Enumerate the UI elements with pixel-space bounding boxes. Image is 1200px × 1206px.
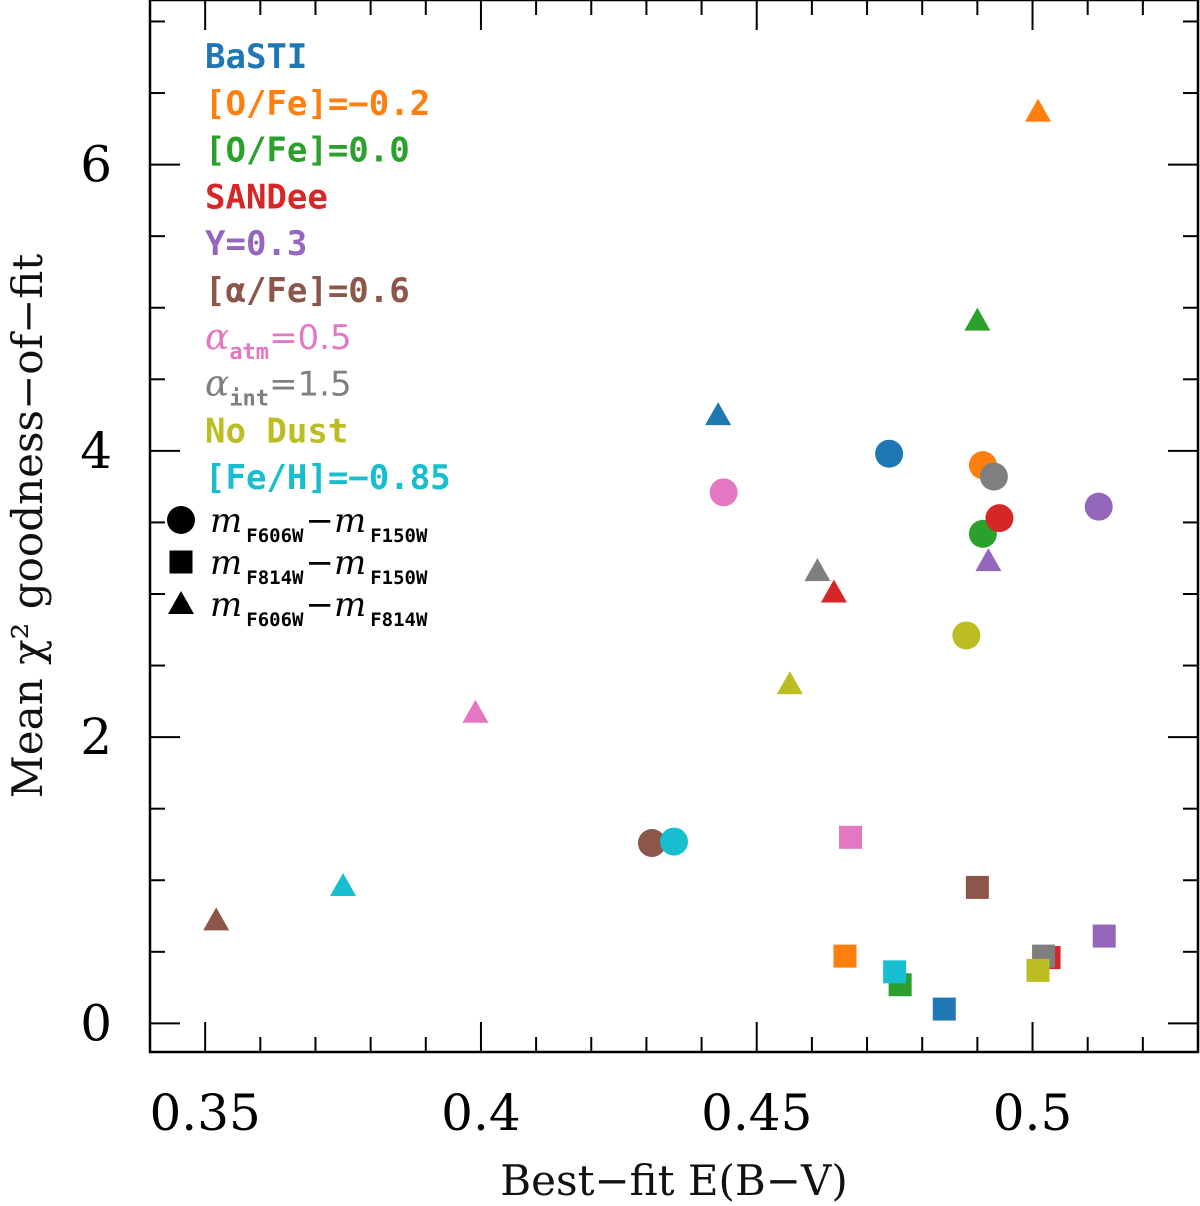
legend-entry: [Fe/H]=−0.85 (205, 458, 451, 498)
data-point-circle (979, 462, 1008, 491)
data-point-square (833, 944, 857, 968)
data-point-circle (660, 827, 688, 856)
data-point-triangle (462, 699, 489, 723)
data-point-circle (875, 439, 904, 468)
data-point-square (932, 997, 956, 1021)
data-point-circle (985, 504, 1014, 533)
data-point-triangle (1025, 98, 1052, 122)
y-tick-label: 0 (80, 994, 112, 1052)
data-point-triangle (776, 671, 803, 695)
plot-frame (148, 0, 1200, 1054)
tick-labels: 0.35 0.4 0.45 0.5 0 2 4 6 (80, 136, 1072, 1142)
data-point-square (965, 875, 989, 899)
legend-marker-square (169, 550, 193, 574)
data-point-triangle (820, 579, 847, 603)
legend-entry: [O/Fe]=0.0 (205, 131, 410, 171)
legend-entry: [O/Fe]=−0.2 (205, 84, 430, 124)
data-point-triangle (203, 907, 230, 931)
data-point-triangle (975, 548, 1002, 572)
x-tick-label: 0.5 (993, 1084, 1073, 1142)
x-tick-label: 0.4 (441, 1084, 521, 1142)
legend-marker-label: m F606W−m F814W (210, 585, 428, 631)
x-tick-label: 0.45 (701, 1084, 812, 1142)
data-point-circle (952, 621, 981, 650)
x-tick-label: 0.35 (149, 1084, 260, 1142)
data-point-circle (709, 478, 738, 507)
y-tick-label: 4 (80, 422, 112, 480)
model-legend: BaSTI [O/Fe]=−0.2 [O/Fe]=0.0 SANDee Y=0.3 [α/… (205, 37, 451, 498)
legend-entry: Y=0.3 (205, 224, 307, 264)
data-point-triangle (330, 872, 357, 896)
data-point-triangle (964, 307, 991, 331)
data-point-triangle (804, 558, 831, 582)
legend-marker-triangle (168, 591, 194, 614)
legend-entry: No Dust (205, 411, 348, 451)
x-axis-label: Best−fit E(B−V) (500, 1156, 847, 1205)
legend-marker-label: m F606W−m F150W (210, 501, 428, 547)
data-points (203, 98, 1116, 1021)
legend-marker-label: m F814W−m F150W (210, 543, 428, 589)
y-tick-label: 6 (80, 136, 112, 194)
y-axis-label: Mean χ² goodness−of−fit (3, 254, 52, 799)
data-point-triangle (705, 402, 732, 426)
data-point-square (883, 960, 907, 984)
legend-entry: αint=1.5 (205, 364, 352, 412)
data-point-square (1092, 924, 1116, 948)
legend-entry: BaSTI (205, 37, 307, 77)
y-tick-label: 2 (80, 708, 112, 766)
data-point-square (1026, 958, 1050, 982)
legend-entry: SANDee (205, 177, 328, 217)
data-point-circle (637, 829, 666, 858)
legend-entry: αatm=0.5 (205, 317, 352, 365)
legend-entry: [α/Fe]=0.6 (205, 271, 410, 311)
legend-marker-circle (167, 506, 195, 534)
data-point-circle (1084, 492, 1113, 521)
data-point-square (839, 825, 863, 849)
axis-ticks (149, 0, 1199, 1052)
